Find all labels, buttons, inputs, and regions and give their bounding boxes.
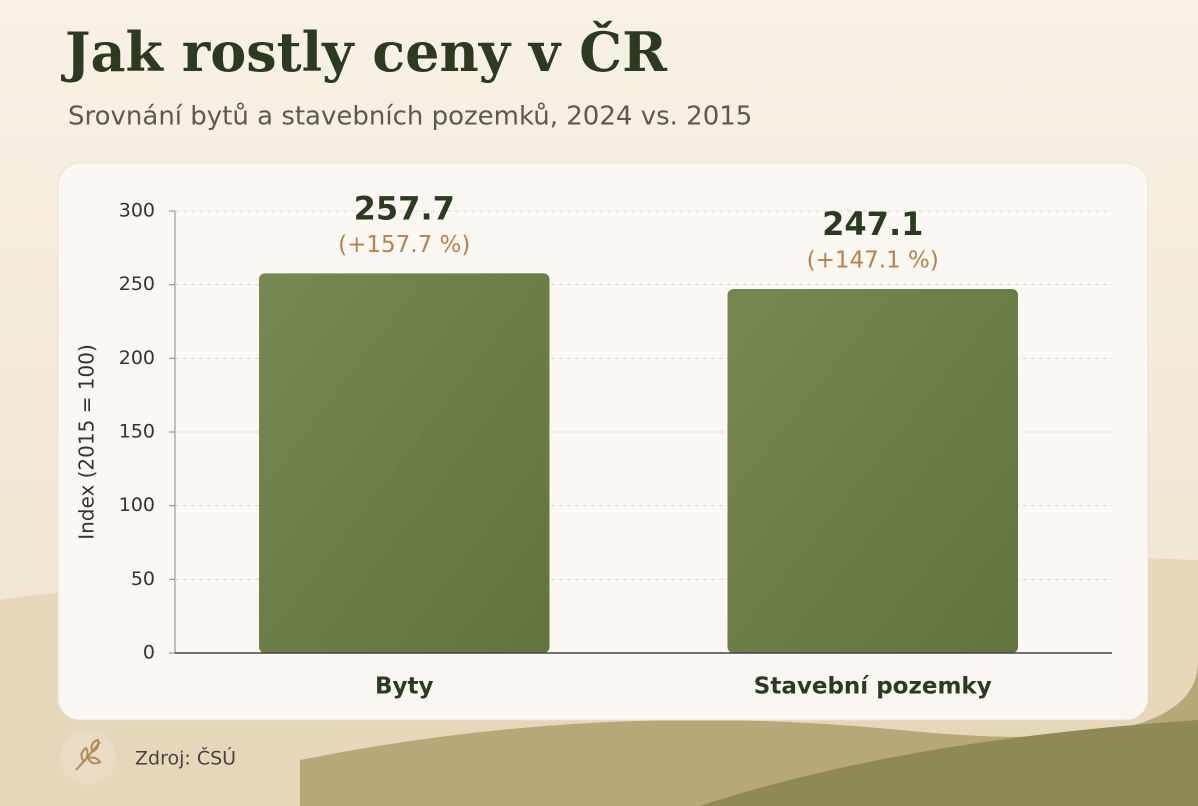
y-tick-label: 0 [143, 642, 155, 664]
x-tick-label: Byty [375, 674, 434, 700]
bar [727, 288, 1018, 653]
value-label: 257.7 [354, 189, 455, 227]
y-tick-label: 250 [119, 273, 155, 295]
value-label: 247.1 [822, 205, 923, 243]
source-icon [75, 738, 102, 771]
change-label: (+147.1 %) [807, 247, 939, 273]
hills [700, 720, 1198, 806]
x-tick-label: Stavební pozemky [754, 674, 992, 700]
chart-subtitle: Srovnání bytů a stavebních pozemků, 2024… [68, 102, 752, 132]
y-tick-label: 50 [131, 568, 155, 590]
y-tick-label: 300 [119, 200, 155, 222]
source: Zdroj: ČSÚ [135, 746, 236, 770]
bar [259, 273, 550, 653]
y-axis-label: Index (2015 = 100) [75, 344, 99, 540]
y-tick-label: 100 [119, 494, 155, 516]
y-tick-label: 150 [119, 421, 155, 443]
y-tick-label: 200 [119, 347, 155, 369]
chart-title: Jak rostly ceny v ČR [61, 20, 668, 84]
change-label: (+157.7 %) [338, 232, 470, 258]
